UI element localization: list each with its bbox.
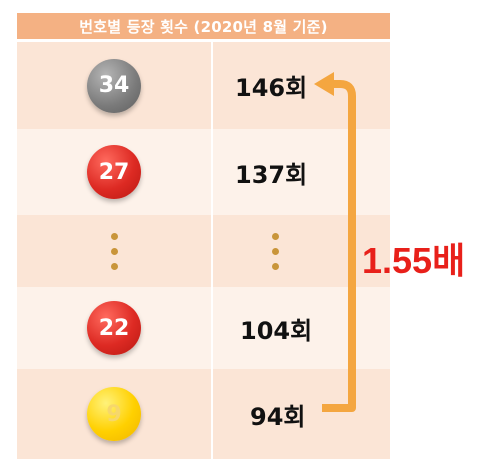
lotto-ball-9: 9 [87, 387, 141, 441]
table-row: 22 104회 [17, 287, 390, 369]
arrow-head-icon [314, 72, 334, 96]
ball-cell [17, 215, 213, 287]
header-title: 번호별 등장 횟수 (2020년 8월 기준) [79, 17, 328, 36]
ball-cell: 27 [17, 129, 213, 215]
table-row: 9 94회 [17, 369, 390, 459]
table-row: 27 137회 [17, 129, 390, 215]
lotto-ball-22: 22 [87, 301, 141, 355]
count-cell: 137회 [213, 129, 390, 215]
lotto-ball-27: 27 [87, 145, 141, 199]
table-header: 번호별 등장 횟수 (2020년 8월 기준) [17, 13, 390, 39]
table-row: 34 146회 [17, 42, 390, 129]
ball-cell: 22 [17, 287, 213, 369]
count-value: 94회 [250, 402, 306, 431]
ball-cell: 34 [17, 42, 213, 129]
ball-cell: 9 [17, 369, 213, 459]
count-value: 146회 [235, 74, 308, 102]
vertical-ellipsis-icon [110, 232, 118, 270]
count-cell: 146회 [213, 42, 390, 129]
ball-number: 9 [106, 401, 122, 427]
lotto-ball-34: 34 [87, 58, 141, 113]
table-row-ellipsis [17, 215, 390, 287]
count-cell: 94회 [213, 369, 390, 459]
vertical-ellipsis-icon [272, 232, 279, 270]
ball-number: 34 [98, 73, 130, 98]
count-cell: 104회 [213, 287, 390, 369]
ball-number: 22 [98, 315, 130, 341]
ratio-label: 1.55배 [362, 240, 466, 281]
count-value: 104회 [240, 316, 313, 345]
count-value: 137회 [235, 160, 308, 189]
frequency-table: 34 146회 27 137회 2 [17, 42, 390, 459]
ball-number: 27 [98, 159, 130, 185]
count-cell [213, 215, 390, 287]
bracket-arrow-line [322, 80, 356, 412]
